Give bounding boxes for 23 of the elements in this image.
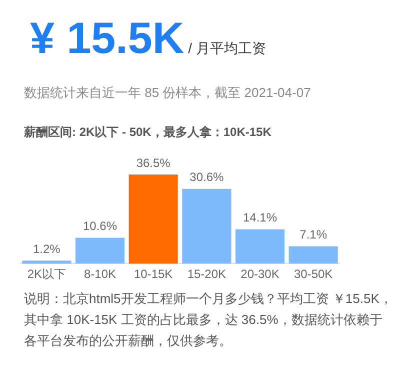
bar bbox=[235, 229, 285, 264]
bar bbox=[22, 260, 72, 264]
data-label: 30.6% bbox=[190, 170, 224, 184]
chart-subtitle: / 月平均工资 bbox=[188, 40, 266, 56]
chart-title: ¥ 15.5K bbox=[30, 14, 184, 63]
bar bbox=[128, 174, 178, 264]
x-tick-label: 30-50K bbox=[294, 267, 333, 282]
x-tick-label: 2K以下 bbox=[27, 267, 66, 282]
x-tick-label: 10-15K bbox=[134, 267, 173, 282]
text: 薪酬区间: 2K以下 - 50K，最多人拿：10K-15K bbox=[24, 124, 272, 141]
data-label: 36.5% bbox=[136, 156, 171, 170]
data-label: 1.2% bbox=[32, 242, 61, 256]
bar bbox=[182, 188, 232, 264]
bar bbox=[288, 246, 338, 264]
data-label: 10.6% bbox=[82, 219, 118, 234]
x-tick-label: 15-20K bbox=[187, 267, 226, 282]
text: 数据统计来自近一年 85 份样本，截至 2021-04-07 bbox=[24, 84, 311, 102]
bar bbox=[75, 238, 125, 264]
x-tick-label: 8-10K bbox=[84, 267, 116, 282]
text: 说明：北京html5开发工程师一个月多少钱？平均工资 ￥15.5K，其中拿 10K-15K 工资的占比最多，达 36.5%，数据统计依赖于各平台发布的公开薪酬，仅供参考。 bbox=[24, 290, 394, 350]
x-tick-label: 20-30K bbox=[240, 267, 280, 282]
data-label: 7.1% bbox=[300, 228, 328, 242]
data-label: 14.1% bbox=[242, 210, 278, 225]
